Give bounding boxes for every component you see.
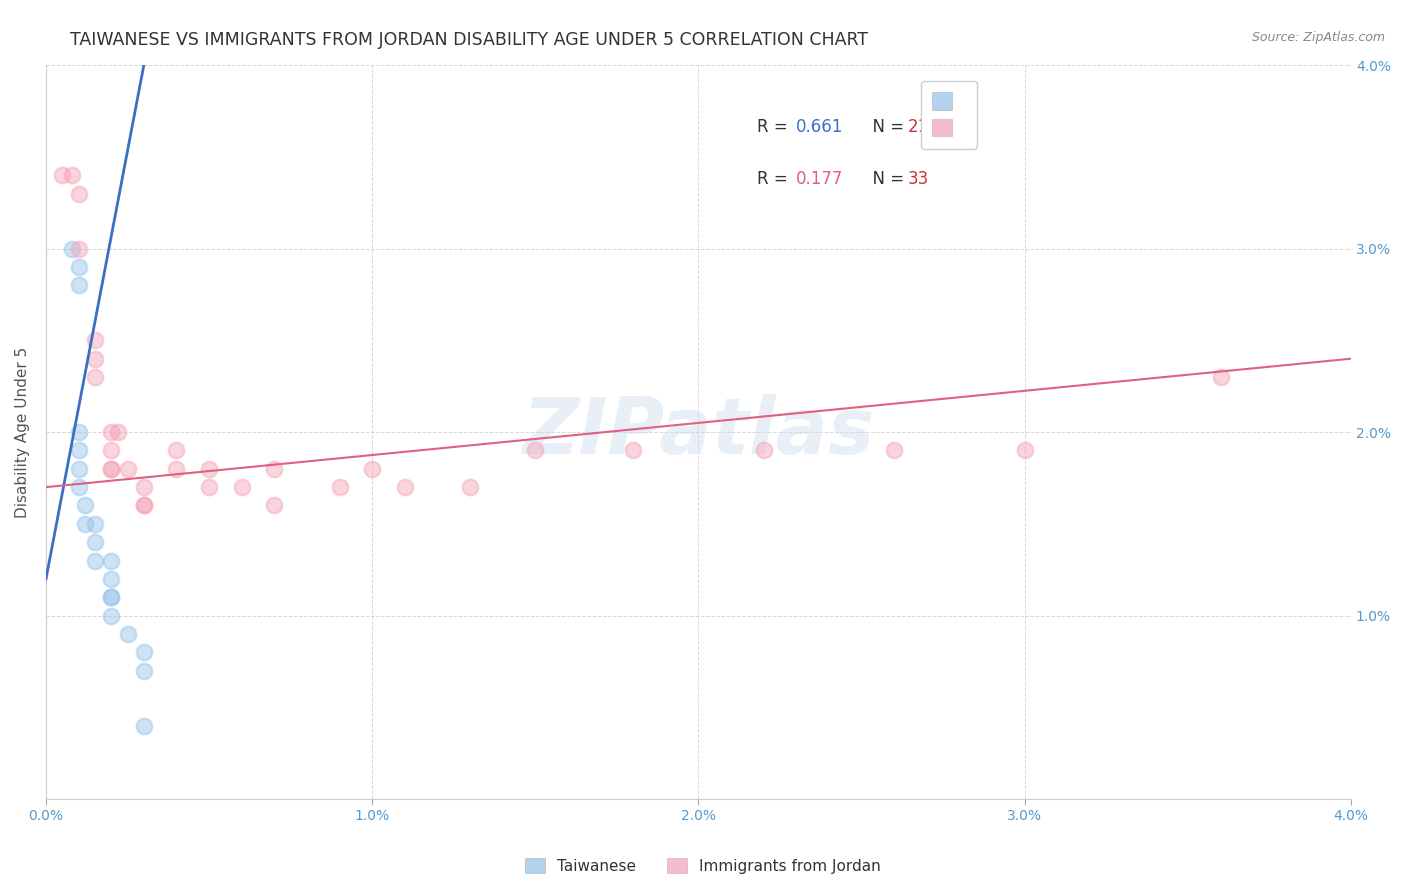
- Y-axis label: Disability Age Under 5: Disability Age Under 5: [15, 346, 30, 517]
- Point: [458, 480, 481, 494]
- Point: [100, 608, 122, 623]
- Point: [84, 370, 107, 384]
- Point: [100, 425, 122, 439]
- Point: [107, 425, 129, 439]
- Point: [67, 425, 90, 439]
- Point: [166, 443, 188, 458]
- Point: [60, 242, 83, 256]
- Point: [84, 334, 107, 348]
- Legend: , : ,: [921, 81, 977, 149]
- Point: [132, 499, 155, 513]
- Point: [198, 480, 221, 494]
- Point: [117, 627, 139, 641]
- Text: N =: N =: [862, 119, 910, 136]
- Point: [84, 351, 107, 366]
- Point: [51, 168, 73, 182]
- Point: [263, 499, 285, 513]
- Text: R =: R =: [758, 119, 793, 136]
- Text: 33: 33: [907, 169, 928, 188]
- Point: [100, 553, 122, 567]
- Text: N =: N =: [862, 169, 910, 188]
- Point: [60, 168, 83, 182]
- Point: [100, 591, 122, 605]
- Text: ZIPatlas: ZIPatlas: [523, 394, 875, 470]
- Point: [100, 462, 122, 476]
- Point: [84, 516, 107, 531]
- Point: [84, 553, 107, 567]
- Point: [752, 443, 775, 458]
- Point: [100, 572, 122, 586]
- Point: [883, 443, 905, 458]
- Point: [132, 664, 155, 678]
- Text: R =: R =: [758, 169, 793, 188]
- Legend: Taiwanese, Immigrants from Jordan: Taiwanese, Immigrants from Jordan: [519, 852, 887, 880]
- Point: [84, 535, 107, 549]
- Point: [75, 499, 97, 513]
- Point: [361, 462, 384, 476]
- Point: [75, 516, 97, 531]
- Point: [198, 462, 221, 476]
- Point: [100, 591, 122, 605]
- Text: Source: ZipAtlas.com: Source: ZipAtlas.com: [1251, 31, 1385, 45]
- Point: [100, 462, 122, 476]
- Point: [1209, 370, 1232, 384]
- Text: 0.177: 0.177: [796, 169, 844, 188]
- Point: [67, 443, 90, 458]
- Point: [329, 480, 352, 494]
- Point: [67, 278, 90, 293]
- Point: [100, 443, 122, 458]
- Point: [117, 462, 139, 476]
- Text: 0.661: 0.661: [796, 119, 844, 136]
- Point: [263, 462, 285, 476]
- Point: [132, 499, 155, 513]
- Point: [132, 480, 155, 494]
- Point: [1014, 443, 1036, 458]
- Point: [166, 462, 188, 476]
- Text: 21: 21: [907, 119, 928, 136]
- Point: [394, 480, 416, 494]
- Point: [67, 242, 90, 256]
- Point: [67, 260, 90, 274]
- Point: [231, 480, 253, 494]
- Text: TAIWANESE VS IMMIGRANTS FROM JORDAN DISABILITY AGE UNDER 5 CORRELATION CHART: TAIWANESE VS IMMIGRANTS FROM JORDAN DISA…: [70, 31, 869, 49]
- Point: [621, 443, 644, 458]
- Point: [132, 645, 155, 659]
- Point: [67, 480, 90, 494]
- Point: [132, 719, 155, 733]
- Point: [524, 443, 547, 458]
- Point: [67, 462, 90, 476]
- Point: [67, 186, 90, 201]
